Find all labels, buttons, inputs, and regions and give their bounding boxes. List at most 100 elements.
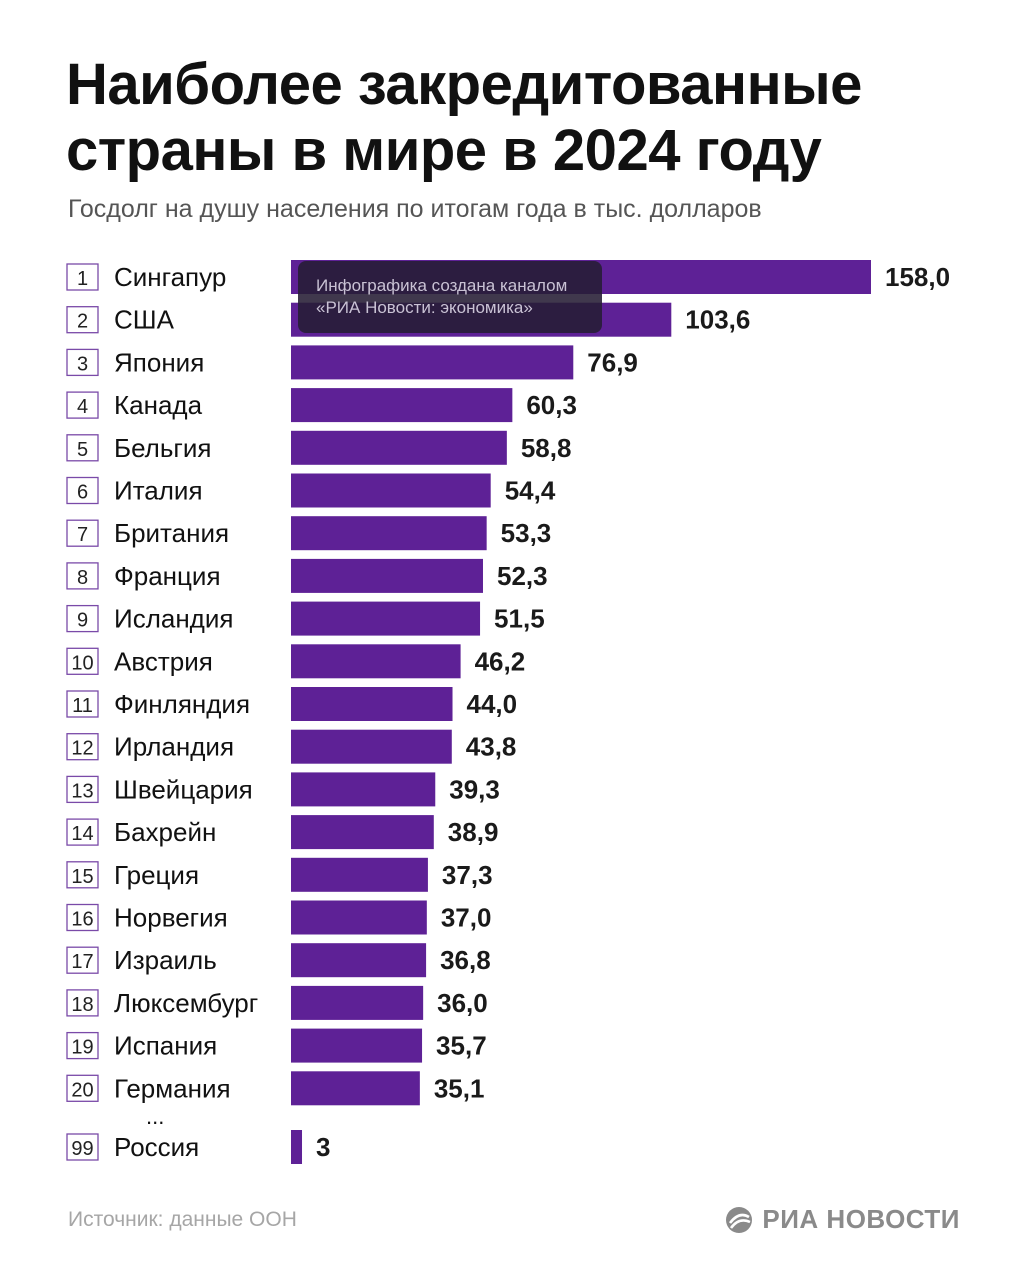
- bar: [291, 815, 434, 850]
- data-label: 53,3: [501, 518, 552, 548]
- bar: [291, 1130, 303, 1164]
- category-label: Италия: [114, 476, 203, 506]
- rank-badge: [66, 903, 99, 932]
- rank-badge: [66, 647, 99, 675]
- chart-row: 3 Япония 76,9: [66, 345, 638, 380]
- data-label: 103,6: [685, 305, 750, 335]
- bar: [291, 473, 491, 508]
- category-label: Сингапур: [114, 262, 226, 292]
- rank-badge: [66, 775, 99, 804]
- rank-number: 3: [77, 353, 88, 375]
- category-label: Норвегия: [114, 903, 228, 933]
- category-label: Япония: [114, 347, 204, 377]
- watermark-line-1: Инфографика создана каналом: [316, 276, 568, 295]
- bar: [291, 388, 513, 423]
- rank-number: 15: [71, 866, 93, 888]
- chart-row: 9 Исландия 51,5: [66, 601, 545, 636]
- rank-badge: [66, 1133, 99, 1161]
- bar: [291, 857, 428, 892]
- data-label: 51,5: [494, 604, 545, 634]
- bar: [291, 345, 574, 380]
- bar: [291, 1071, 420, 1106]
- category-label: Австрия: [114, 646, 213, 676]
- bar: [291, 644, 461, 679]
- rank-number: 8: [77, 567, 88, 589]
- chart-row: 10 Австрия 46,2: [66, 644, 526, 679]
- data-label: 44,0: [467, 689, 518, 719]
- rank-gap-ellipsis: ...: [146, 1104, 165, 1129]
- bar: [291, 601, 481, 636]
- rank-number: 99: [71, 1138, 93, 1160]
- chart-row: 8 Франция 52,3: [66, 558, 548, 593]
- category-label: Канада: [114, 390, 203, 420]
- bar: [291, 516, 487, 551]
- rank-badge: [66, 519, 99, 547]
- rank-badge: [66, 690, 99, 718]
- data-label: 35,7: [436, 1031, 487, 1061]
- chart-row: 12 Ирландия 43,8: [66, 729, 516, 764]
- rank-number: 11: [72, 695, 93, 717]
- category-label: Россия: [114, 1132, 199, 1162]
- channel-watermark: Инфографика создана каналом «РИА Новости…: [298, 261, 602, 333]
- rank-number: 7: [77, 524, 88, 546]
- rank-number: 2: [77, 311, 88, 333]
- rank-number: 16: [71, 909, 93, 931]
- chart-row: 99 Россия 3: [66, 1130, 330, 1164]
- data-label: 37,0: [441, 903, 492, 933]
- rank-badge: [66, 306, 99, 334]
- brand-logo: РИА НОВОСТИ: [724, 1204, 960, 1235]
- rank-badge: [66, 562, 99, 590]
- rank-badge: [66, 946, 99, 974]
- rank-badge: [66, 348, 99, 377]
- category-label: Ирландия: [114, 732, 234, 762]
- category-label: Бельгия: [114, 433, 211, 463]
- data-label: 46,2: [475, 646, 526, 676]
- bar: [291, 558, 483, 593]
- rank-number: 18: [71, 994, 93, 1016]
- rank-number: 14: [71, 823, 93, 845]
- data-label: 60,3: [526, 390, 577, 420]
- rank-badge: [66, 818, 99, 846]
- data-label: 3: [316, 1132, 330, 1162]
- chart-row: 16 Норвегия 37,0: [66, 900, 492, 935]
- bar: [291, 900, 427, 935]
- rank-number: 5: [77, 439, 88, 461]
- data-label: 58,8: [521, 433, 572, 463]
- ria-novosti-logo-icon: [726, 1206, 753, 1233]
- chart-title-line-1: Наиболее закредитованные: [66, 52, 862, 117]
- category-label: Финляндия: [114, 689, 250, 719]
- data-label: 37,3: [442, 860, 493, 890]
- rank-number: 12: [71, 738, 93, 760]
- brand-name: РИА НОВОСТИ: [762, 1204, 960, 1234]
- bar: [291, 985, 424, 1020]
- bar-chart: 1 Сингапур 158,0 2 США 103,6 3 Япония 76,9 4 Канад…: [66, 260, 950, 1164]
- chart-row: 14 Бахрейн 38,9: [66, 815, 499, 850]
- chart-row: 20 Германия 35,1: [66, 1071, 485, 1106]
- category-label: Британия: [114, 518, 229, 548]
- bar: [291, 772, 436, 807]
- chart-row: 11 Финляндия 44,0: [66, 687, 518, 721]
- category-label: Испания: [114, 1031, 217, 1061]
- data-label: 54,4: [505, 476, 556, 506]
- data-label: 38,9: [448, 817, 499, 847]
- category-label: Греция: [114, 860, 199, 890]
- rank-number: 6: [77, 482, 88, 504]
- chart-title-line-2: страны в мире в 2024 году: [66, 118, 822, 183]
- source-note: Источник: данные ООН: [68, 1208, 297, 1231]
- rank-badge: [66, 263, 99, 291]
- category-label: Франция: [114, 561, 221, 591]
- rank-number: 20: [71, 1079, 93, 1101]
- rank-number: 1: [77, 268, 88, 290]
- data-label: 52,3: [497, 561, 548, 591]
- rank-number: 17: [71, 951, 93, 973]
- category-label: Швейцария: [114, 774, 253, 804]
- chart-subtitle: Госдолг на душу населения по итогам года…: [68, 195, 762, 223]
- rank-number: 13: [71, 780, 93, 802]
- watermark-line-2: «РИА Новости: экономика»: [316, 298, 533, 317]
- data-label: 35,1: [434, 1073, 485, 1103]
- chart-row: 19 Испания 35,7: [66, 1028, 487, 1063]
- rank-badge: [66, 861, 99, 889]
- chart-row: 5 Бельгия 58,8: [66, 430, 572, 465]
- rank-badge: [66, 604, 99, 633]
- category-label: Люксембург: [114, 988, 258, 1018]
